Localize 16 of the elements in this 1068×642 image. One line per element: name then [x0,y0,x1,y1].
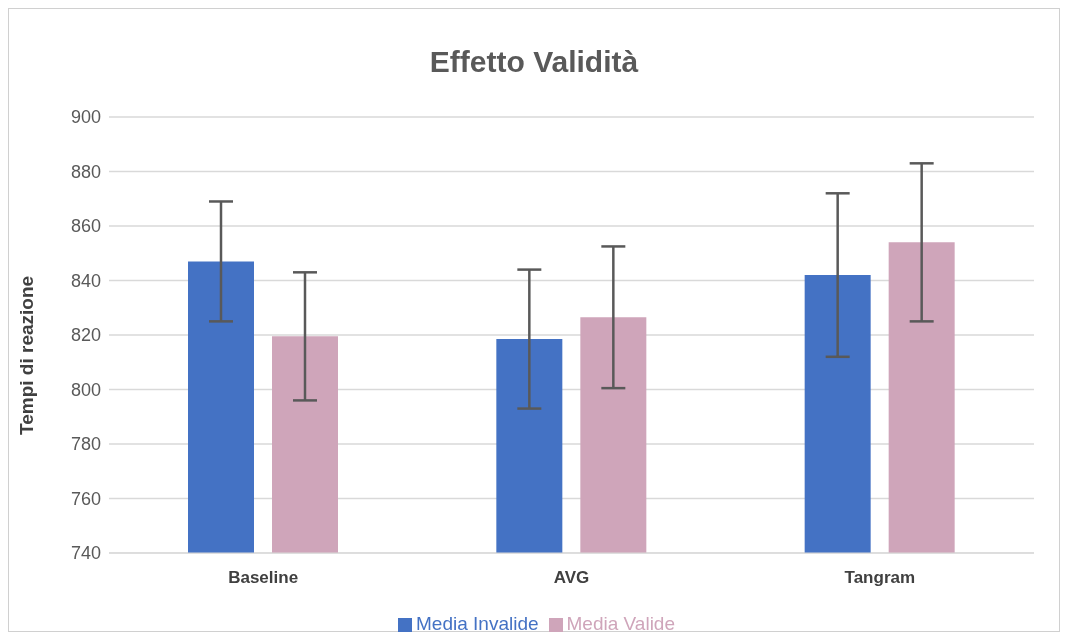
chart-title: Effetto Validità [428,45,640,80]
y-tick-label: 780 [70,434,101,455]
y-tick-label: 740 [70,543,101,564]
y-tick-label: 860 [70,216,101,237]
y-tick-label: 900 [70,107,101,128]
x-tick-label: Baseline [228,568,299,588]
legend-label: Media Invalide [416,613,539,634]
y-axis-title: Tempi di reazione [15,275,37,435]
y-tick-label: 840 [70,270,101,291]
y-tick-label: 880 [70,161,101,182]
x-tick-label: AVG [553,568,590,588]
y-tick-label: 800 [70,379,101,400]
x-tick-label: Tangram [844,568,916,588]
y-tick-label: 760 [70,488,101,509]
y-tick-label: 820 [70,325,101,346]
legend-label: Media Valide [566,613,675,634]
